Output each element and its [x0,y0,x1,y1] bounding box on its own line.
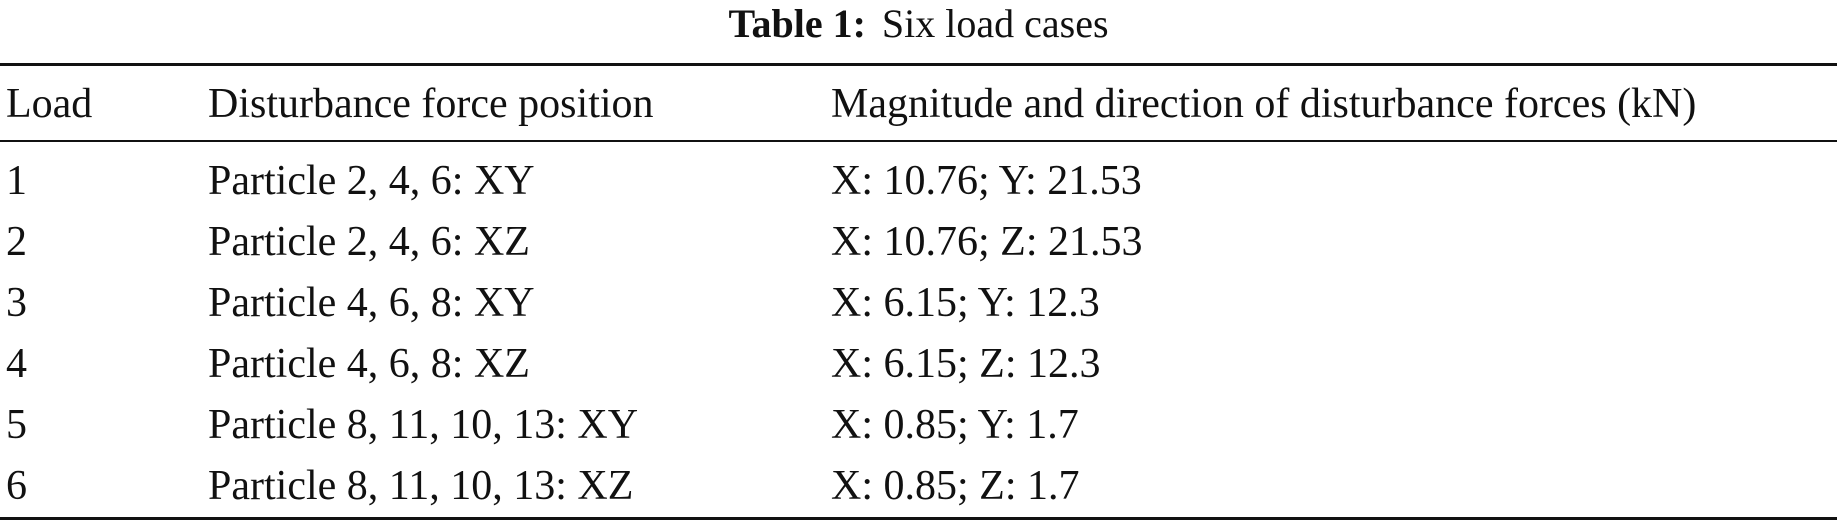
cell-load: 5 [6,402,27,448]
table-row: 2 Particle 2, 4, 6: XZ X: 10.76; Z: 21.5… [0,212,1837,272]
cell-magnitude: X: 6.15; Z: 12.3 [831,341,1101,387]
table-row: 5 Particle 8, 11, 10, 13: XY X: 0.85; Y:… [0,395,1837,455]
table-row: 4 Particle 4, 6, 8: XZ X: 6.15; Z: 12.3 [0,334,1837,394]
table-header-rule [0,140,1837,142]
cell-load: 4 [6,341,27,387]
table-header-row: Load Disturbance force position Magnitud… [0,74,1837,134]
cell-magnitude: X: 0.85; Z: 1.7 [831,463,1080,509]
cell-position: Particle 4, 6, 8: XZ [208,341,530,387]
table-row: 6 Particle 8, 11, 10, 13: XZ X: 0.85; Z:… [0,456,1837,516]
table-row: 3 Particle 4, 6, 8: XY X: 6.15; Y: 12.3 [0,273,1837,333]
cell-load: 3 [6,280,27,326]
header-load: Load [6,81,93,127]
table-bottom-rule [0,517,1837,520]
cell-load: 1 [6,158,27,204]
cell-position: Particle 8, 11, 10, 13: XY [208,402,639,448]
cell-position: Particle 2, 4, 6: XY [208,158,535,204]
table-caption-text: Six load cases [881,1,1109,46]
cell-position: Particle 8, 11, 10, 13: XZ [208,463,634,509]
table-caption-label: Table 1: [728,1,866,46]
cell-load: 6 [6,463,27,509]
cell-magnitude: X: 10.76; Z: 21.53 [831,219,1143,265]
header-magnitude-direction: Magnitude and direction of disturbance f… [831,81,1697,127]
cell-magnitude: X: 10.76; Y: 21.53 [831,158,1142,204]
cell-position: Particle 2, 4, 6: XZ [208,219,530,265]
cell-magnitude: X: 6.15; Y: 12.3 [831,280,1100,326]
table-caption: Table 1: Six load cases [0,0,1837,54]
table-row: 1 Particle 2, 4, 6: XY X: 10.76; Y: 21.5… [0,151,1837,211]
cell-load: 2 [6,219,27,265]
cell-magnitude: X: 0.85; Y: 1.7 [831,402,1079,448]
header-disturbance-force-position: Disturbance force position [208,81,654,127]
table-top-rule [0,63,1837,66]
cell-position: Particle 4, 6, 8: XY [208,280,535,326]
